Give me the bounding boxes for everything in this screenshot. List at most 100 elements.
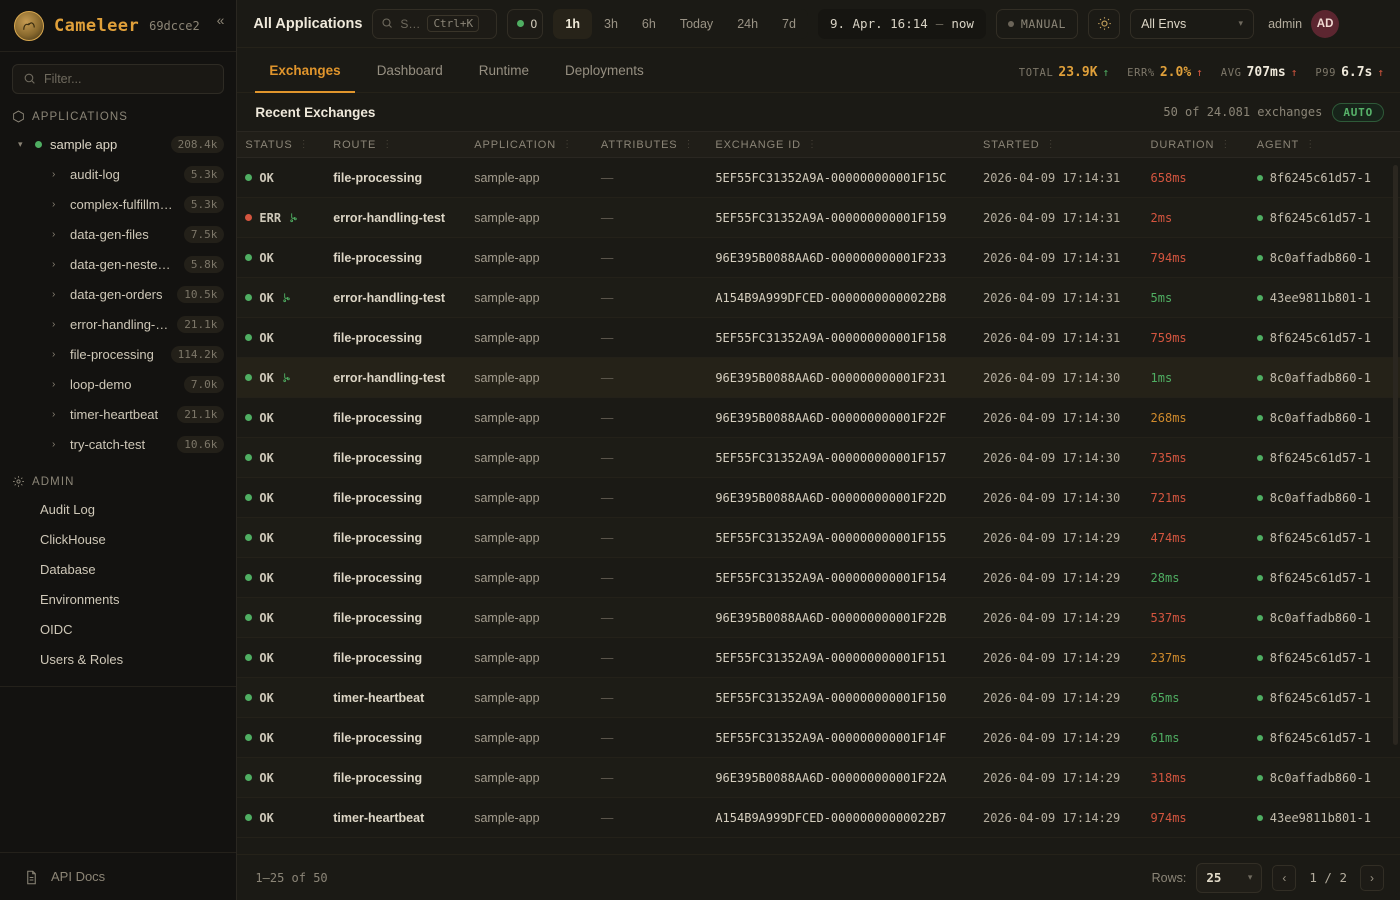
column-resize-grip[interactable]: ⋮ [807,139,817,150]
table-row[interactable]: OK file-processing sample-app — 96E395B0088A… [237,237,1400,278]
table-row[interactable]: OK timer-heartbeat sample-app — A154B9A999DF… [237,797,1400,838]
column-resize-grip[interactable]: ⋮ [1045,139,1056,150]
sidebar-admin-item[interactable]: Database [0,554,236,584]
cell-application: sample-app [466,717,593,758]
cell-started: 2026-04-09 17:14:29 [974,677,1143,718]
trace-icon[interactable] [288,212,299,223]
cell-exchange-id: 96E395B0088AA6D-000000000001F231 [707,357,975,398]
chevron-double-left-icon[interactable]: « [216,12,225,28]
column-resize-grip[interactable]: ⋮ [298,139,309,150]
sidebar-route-item[interactable]: › loop-demo 7.0k [0,369,236,399]
table-row[interactable]: OK error-handling-test sample-app — A154B9A9… [237,277,1400,318]
time-range-7d[interactable]: 7d [782,16,796,31]
sidebar-route-item[interactable]: › timer-heartbeat 21.1k [0,399,236,429]
time-range-3h[interactable]: 3h [604,16,618,31]
chevron-right-icon[interactable]: › [52,408,56,420]
column-header-attributes[interactable]: ATTRIBUTES ⋮ [592,131,708,158]
column-header-exchange-id[interactable]: EXCHANGE ID ⋮ [707,131,975,158]
time-range-1h[interactable]: 1h [553,8,593,39]
column-header-duration[interactable]: DURATION ⋮ [1142,131,1249,158]
main-area: All Applications S… Ctrl+K O 1h 3h 6h Today… [237,0,1400,900]
time-range-6h[interactable]: 6h [641,16,656,31]
live-status-chip[interactable]: O [507,8,544,39]
table-row[interactable]: OK file-processing sample-app — 5EF55FC31352… [237,637,1400,678]
column-resize-grip[interactable]: ⋮ [1220,139,1230,150]
filter-input[interactable] [44,72,214,86]
sidebar-route-item[interactable]: › complex-fulfillm… 5.3k [0,189,236,219]
sidebar-route-item[interactable]: › data-gen-orders 10.5k [0,279,236,309]
sidebar-admin-item[interactable]: Audit Log [0,494,236,524]
rows-per-page-select[interactable]: 25 ▾ [1196,862,1263,893]
table-row[interactable]: OK file-processing sample-app — 96E395B0088A… [237,597,1400,638]
next-page-button[interactable]: › [1360,864,1385,891]
sidebar-api-docs-link[interactable]: API Docs [0,852,237,900]
application-label: sample-app [474,490,540,505]
sidebar-route-item[interactable]: › error-handling-… 21.1k [0,309,236,339]
table-scrollbar[interactable] [1393,165,1399,745]
table-row[interactable]: ERR error-handling-test sample-app — 5EF55FC… [237,197,1400,238]
chevron-right-icon[interactable]: › [52,378,56,390]
sidebar-item-sample-app[interactable]: ▾ sample app 208.4k [0,129,236,159]
column-header-status[interactable]: STATUS ⋮ [237,131,326,158]
sidebar-route-item[interactable]: › audit-log 5.3k [0,159,236,189]
trace-icon[interactable] [281,292,292,303]
chevron-right-icon[interactable]: › [52,348,56,360]
auto-refresh-badge[interactable]: AUTO [1332,102,1385,122]
column-resize-grip[interactable]: ⋮ [382,139,392,150]
global-search-box[interactable]: S… Ctrl+K [372,8,498,39]
env-select[interactable]: All Envs ▾ [1130,8,1255,39]
route-label: error-handling-test [333,210,446,225]
sidebar-route-item[interactable]: › data-gen-neste… 5.8k [0,249,236,279]
chevron-right-icon[interactable]: › [52,288,56,300]
table-row[interactable]: OK file-processing sample-app — 5EF55FC31352… [237,157,1400,198]
column-header-started[interactable]: STARTED ⋮ [974,131,1143,158]
cell-started: 2026-04-09 17:14:30 [974,397,1143,438]
table-row[interactable]: OK file-processing sample-app — 5EF55FC31352… [237,317,1400,358]
sidebar-route-item[interactable]: › data-gen-files 7.5k [0,219,236,249]
table-row[interactable]: OK error-handling-test sample-app — 96E395B0… [237,357,1400,398]
tab-runtime[interactable]: Runtime [478,62,530,78]
table-row[interactable]: OK timer-heartbeat sample-app — 5EF55FC31352… [237,677,1400,718]
chevron-down-icon[interactable]: ▾ [18,138,23,149]
column-header-agent[interactable]: AGENT ⋮ [1248,131,1400,158]
sidebar-route-item[interactable]: › try-catch-test 10.6k [0,429,236,459]
tab-dashboard[interactable]: Dashboard [376,62,443,78]
tab-deployments[interactable]: Deployments [565,62,644,78]
table-row[interactable]: OK file-processing sample-app — 5EF55FC31352… [237,717,1400,758]
column-resize-grip[interactable]: ⋮ [683,139,694,150]
sun-icon[interactable] [1088,8,1121,39]
filter-box[interactable] [12,64,225,94]
chevron-right-icon[interactable]: › [52,228,56,240]
column-header-route[interactable]: ROUTE ⋮ [325,131,467,158]
table-row[interactable]: OK file-processing sample-app — 5EF55FC31352… [237,517,1400,558]
chevron-right-icon[interactable]: › [52,198,56,210]
sidebar-admin-item[interactable]: ClickHouse [0,524,236,554]
chevron-right-icon[interactable]: › [52,318,56,330]
prev-page-button[interactable]: ‹ [1272,864,1297,891]
sidebar-admin-item[interactable]: Environments [0,584,236,614]
time-range-today[interactable]: Today [679,16,714,31]
table-row[interactable]: OK file-processing sample-app — 96E395B0088A… [237,477,1400,518]
time-range-24h[interactable]: 24h [737,16,759,31]
chevron-right-icon[interactable]: › [52,438,56,450]
chevron-right-icon[interactable]: › [52,168,56,180]
sidebar-admin-item[interactable]: Users & Roles [0,644,236,674]
table-row[interactable]: OK file-processing sample-app — 5EF55FC31352… [237,437,1400,478]
column-resize-grip[interactable]: ⋮ [562,139,572,150]
table-row[interactable]: OK file-processing sample-app — 5EF55FC31352… [237,557,1400,598]
exchange-id-value: A154B9A999DFCED-00000000000022B8 [715,290,947,305]
absolute-time-range[interactable]: 9. Apr. 16:14 – now [817,8,986,39]
sidebar-admin-item[interactable]: OIDC [0,614,236,644]
avatar[interactable]: AD [1311,9,1340,38]
table-row[interactable]: OK file-processing sample-app — 96E395B0088A… [237,397,1400,438]
tab-exchanges[interactable]: Exchanges [255,49,355,93]
table-row[interactable]: OK file-processing sample-app — 96E395B0088A… [237,757,1400,798]
agent-label: 8c0affadb860-1 [1269,370,1371,385]
column-header-application[interactable]: APPLICATION ⋮ [466,131,593,158]
trace-icon[interactable] [281,372,292,383]
chevron-right-icon[interactable]: › [52,258,56,270]
refresh-mode-chip[interactable]: MANUAL [995,8,1079,39]
column-resize-grip[interactable]: ⋮ [1305,139,1315,150]
user-area[interactable]: admin AD [1268,9,1340,38]
sidebar-route-item[interactable]: › file-processing 114.2k [0,339,236,369]
